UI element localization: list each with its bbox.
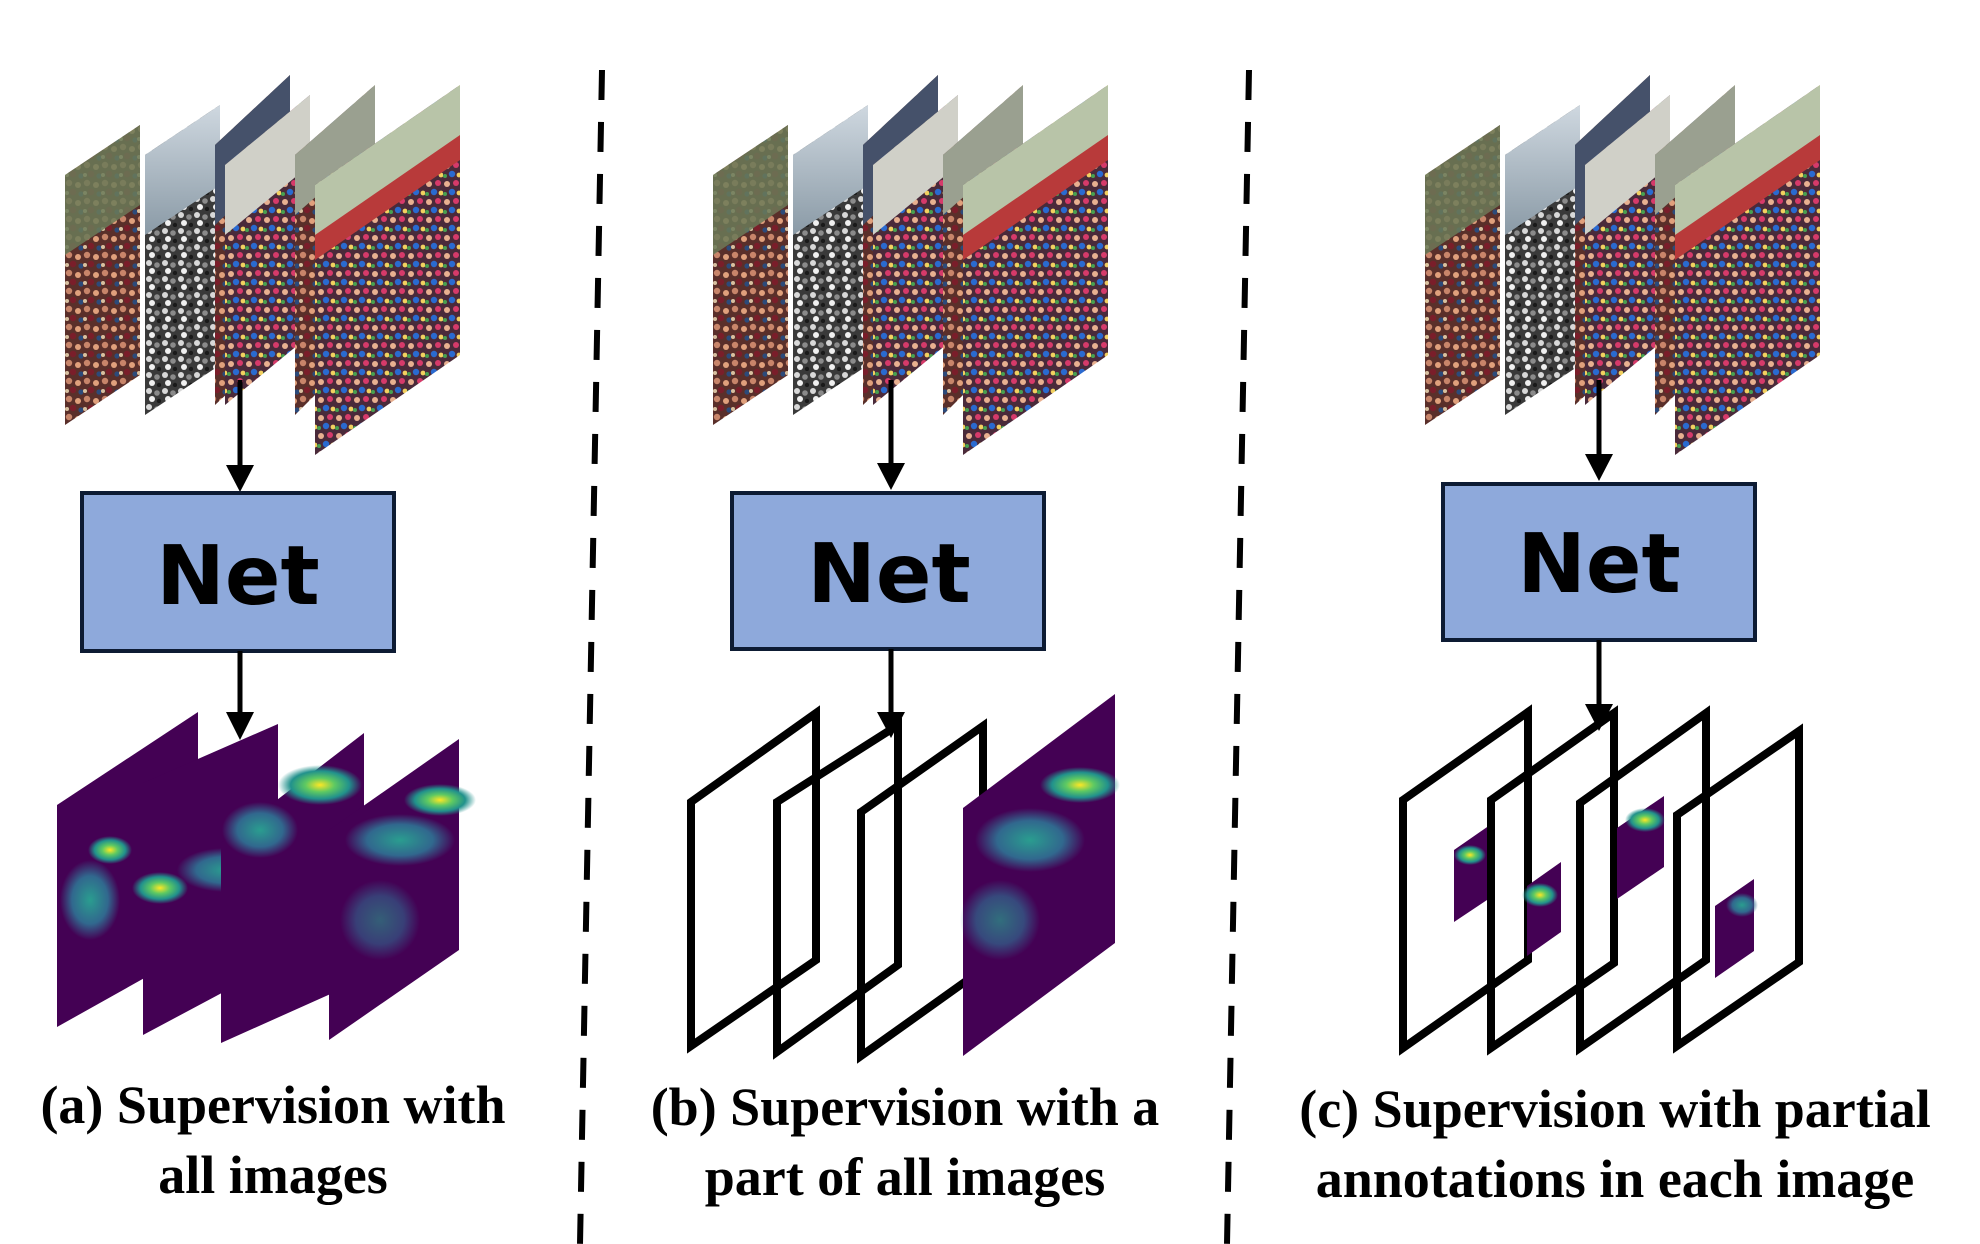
panel-b: Net (687, 75, 1120, 1064)
caption-b: (b) Supervision with a part of all image… (615, 1072, 1195, 1212)
arrow-head-a1 (226, 465, 254, 492)
output-stack-b (687, 694, 1120, 1064)
empty-frame-b1 (687, 705, 820, 1054)
partial-map-c1 (1454, 825, 1490, 922)
net-label-a: Net (156, 529, 319, 624)
empty-frame-b2 (773, 717, 902, 1060)
arrow-head-b1 (877, 463, 905, 490)
input-image-stack-c (1425, 75, 1820, 455)
density-map-a3 (221, 733, 364, 1043)
net-box-c (1441, 482, 1757, 642)
partial-map-c2 (1527, 862, 1561, 956)
partial-map-c4 (1715, 879, 1754, 978)
caption-a-line2: all images (158, 1145, 388, 1205)
net-label-c: Net (1517, 517, 1680, 612)
frame-c2 (1487, 705, 1618, 1056)
net-box-b (730, 491, 1046, 651)
caption-b-line1: (b) Supervision with a (650, 1077, 1160, 1137)
input-image-stack-a (65, 75, 460, 455)
caption-c: (c) Supervision with partial annotations… (1255, 1074, 1975, 1214)
panel-divider-1 (577, 69, 605, 1244)
arrow-head-c1 (1585, 454, 1613, 481)
net-label-b: Net (807, 527, 970, 622)
frame-c4 (1673, 723, 1803, 1054)
caption-c-line1: (c) Supervision with partial (1299, 1079, 1931, 1139)
frame-c1 (1399, 704, 1532, 1056)
frame-c3 (1576, 705, 1710, 1056)
caption-c-line2: annotations in each image (1315, 1149, 1915, 1209)
panel-divider-2 (1224, 69, 1252, 1244)
panel-a: Net (57, 75, 476, 1043)
caption-a-line1: (a) Supervision with (40, 1075, 506, 1135)
density-map-stack-a (57, 712, 476, 1043)
output-stack-c (1399, 704, 1803, 1056)
caption-b-line2: part of all images (704, 1147, 1106, 1207)
caption-a: (a) Supervision with all images (8, 1070, 538, 1210)
input-image-stack-b (713, 75, 1108, 455)
arrow-head-a2 (226, 712, 254, 740)
arrow-head-c2 (1585, 704, 1613, 731)
panel-c: Net (1399, 75, 1820, 1056)
